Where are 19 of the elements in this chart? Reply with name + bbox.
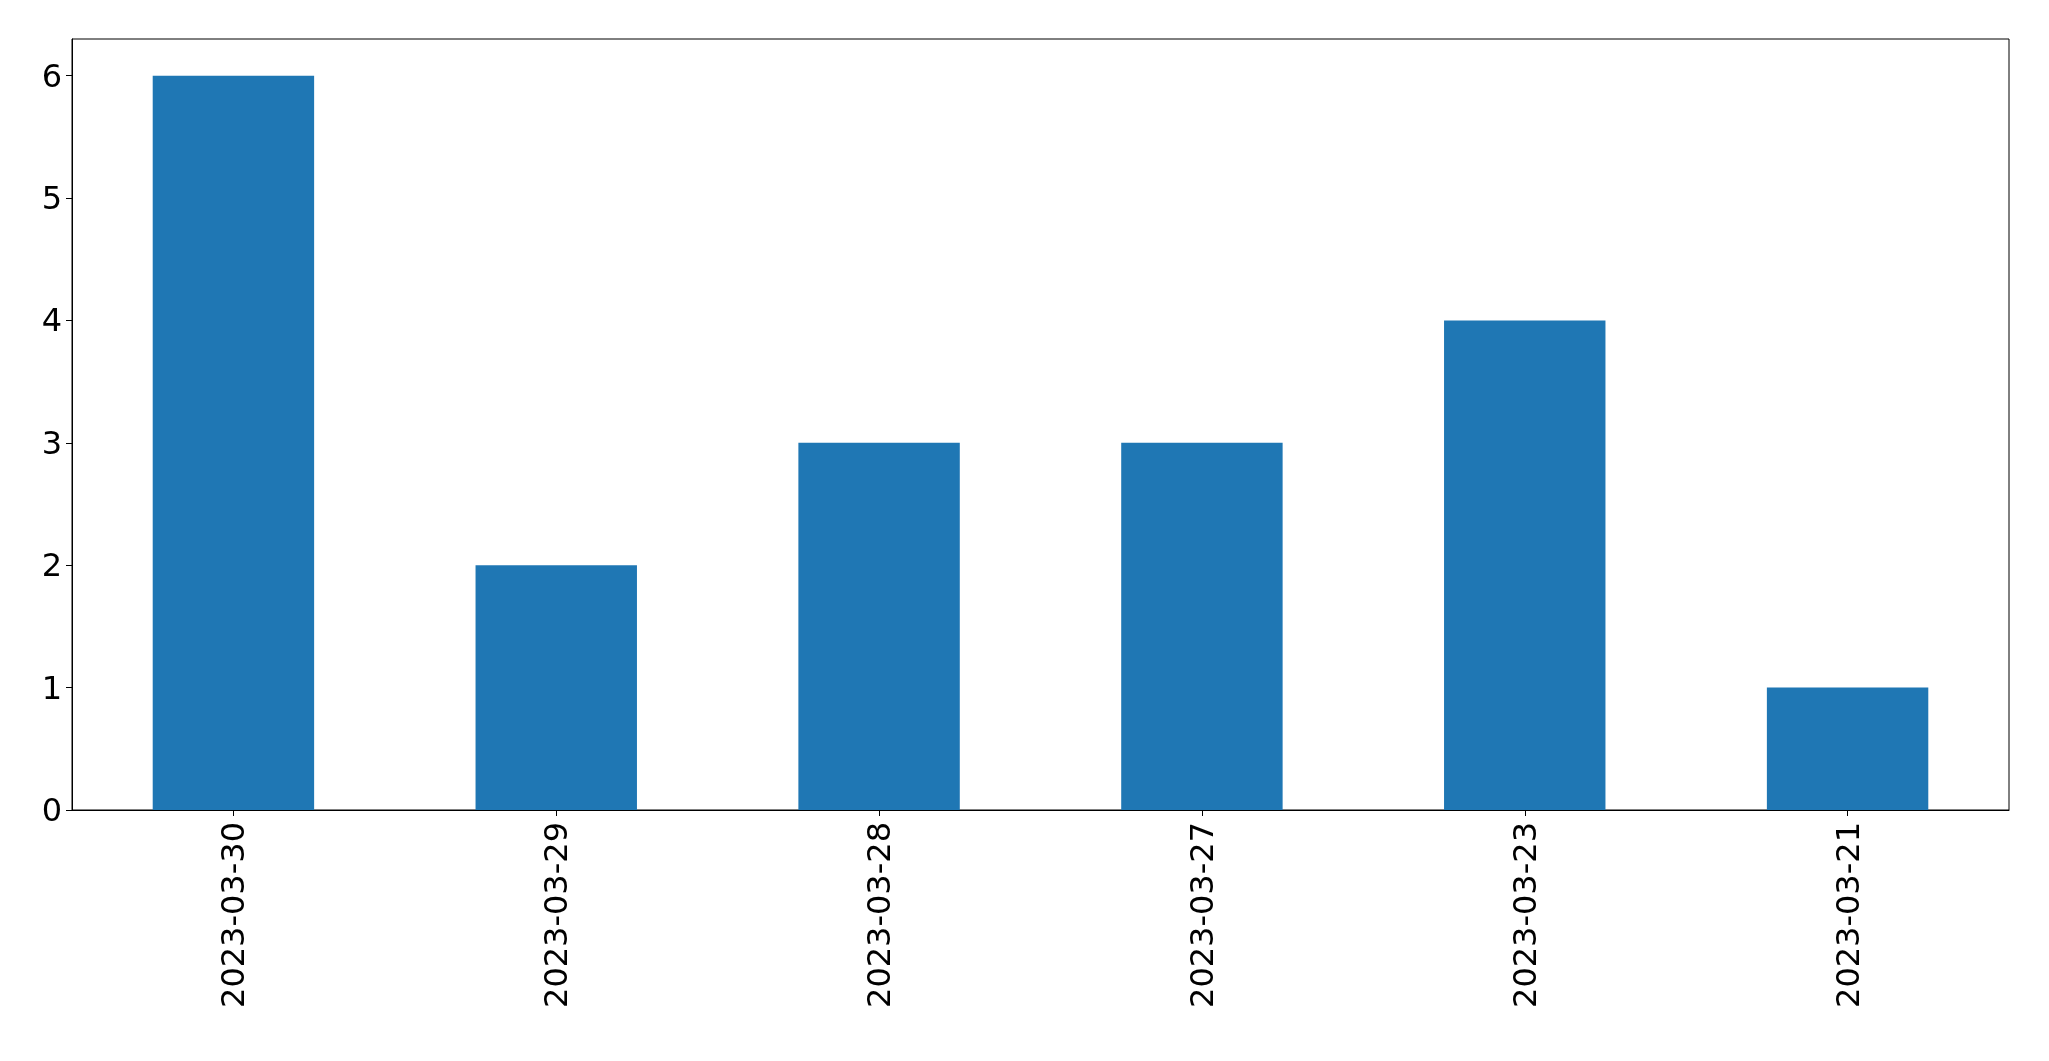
- bar: [1766, 687, 1929, 810]
- x-tick-label: 2023-03-21: [1828, 822, 1867, 1008]
- bar: [152, 75, 315, 810]
- bar: [475, 565, 637, 810]
- x-tick-label: 2023-03-28: [860, 822, 899, 1008]
- y-tick-label: 2: [41, 546, 62, 585]
- bar: [1121, 442, 1283, 810]
- x-tick-label: 2023-03-30: [214, 822, 253, 1008]
- y-tick-label: 0: [41, 791, 62, 829]
- y-tick-label: 4: [41, 301, 62, 340]
- y-tick-label: 3: [41, 423, 62, 462]
- bar: [1444, 320, 1606, 810]
- y-tick-label: 1: [41, 668, 62, 707]
- x-tick-label: 2023-03-29: [537, 822, 576, 1008]
- x-tick-label: 2023-03-27: [1182, 822, 1221, 1008]
- y-tick-label: 5: [41, 179, 62, 218]
- bar: [798, 442, 960, 810]
- x-tick-label: 2023-03-23: [1505, 822, 1544, 1008]
- y-tick-label: 6: [41, 56, 62, 95]
